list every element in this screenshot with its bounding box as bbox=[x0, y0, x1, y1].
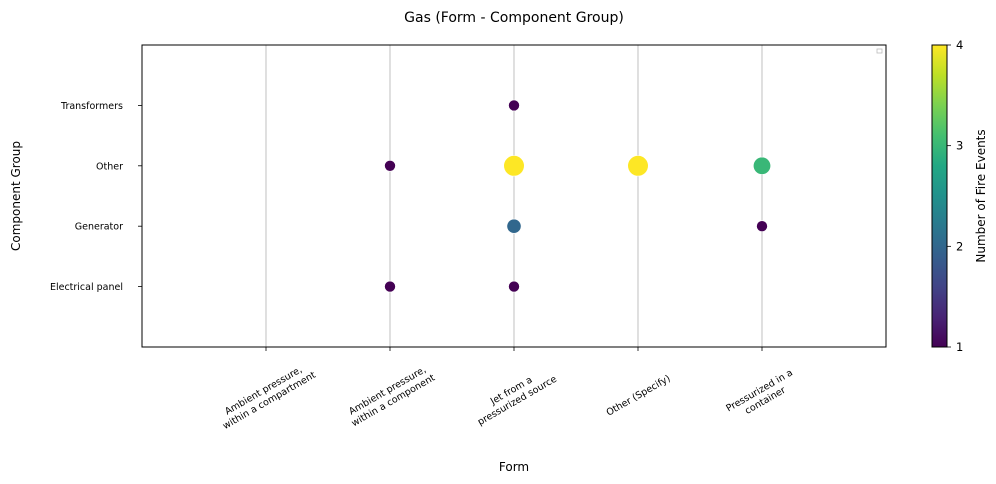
y-tick-label: Other bbox=[96, 161, 123, 172]
y-axis-label: Component Group bbox=[9, 141, 23, 251]
data-point bbox=[503, 155, 525, 177]
data-point bbox=[506, 218, 522, 234]
y-axis-ticks: Electrical panel Generator Other Transforme… bbox=[50, 101, 142, 293]
y-tick-label: Generator bbox=[75, 222, 123, 233]
x-axis-ticks: Ambient pressure,within a compartment Amb… bbox=[215, 347, 800, 432]
colorbar-label: Number of Fire Events bbox=[974, 129, 988, 262]
legend-box bbox=[876, 48, 883, 54]
data-point bbox=[508, 99, 520, 112]
data-point bbox=[508, 280, 520, 293]
chart-title: Gas (Form - Component Group) bbox=[404, 10, 624, 26]
colorbar-tick-label: 1 bbox=[956, 340, 963, 354]
x-tick-label: Jet from apressurized source bbox=[470, 364, 559, 428]
x-tick-label: Ambient pressure,within a component bbox=[344, 362, 437, 429]
colorbar-tick-label: 4 bbox=[956, 38, 963, 52]
data-point bbox=[756, 220, 768, 232]
x-tick-label: Pressurized in acontainer bbox=[724, 367, 800, 424]
grid-lines bbox=[265, 45, 763, 347]
colorbar-tick-label: 3 bbox=[956, 139, 963, 153]
colorbar bbox=[931, 44, 948, 348]
colorbar-tick-label: 2 bbox=[956, 239, 963, 253]
colorbar-ticks: 1 2 3 4 bbox=[947, 38, 963, 354]
data-point bbox=[384, 160, 396, 172]
data-points bbox=[384, 99, 771, 293]
x-tick-label: Ambient pressure,within a compartment bbox=[215, 360, 318, 432]
x-axis-label: Form bbox=[499, 460, 529, 474]
data-point bbox=[752, 156, 771, 175]
data-point bbox=[627, 155, 649, 177]
x-tick-label: Other (Specify) bbox=[605, 373, 673, 419]
y-tick-label: Electrical panel bbox=[50, 282, 123, 293]
y-tick-label: Transformers bbox=[60, 101, 123, 112]
data-point bbox=[384, 280, 396, 293]
